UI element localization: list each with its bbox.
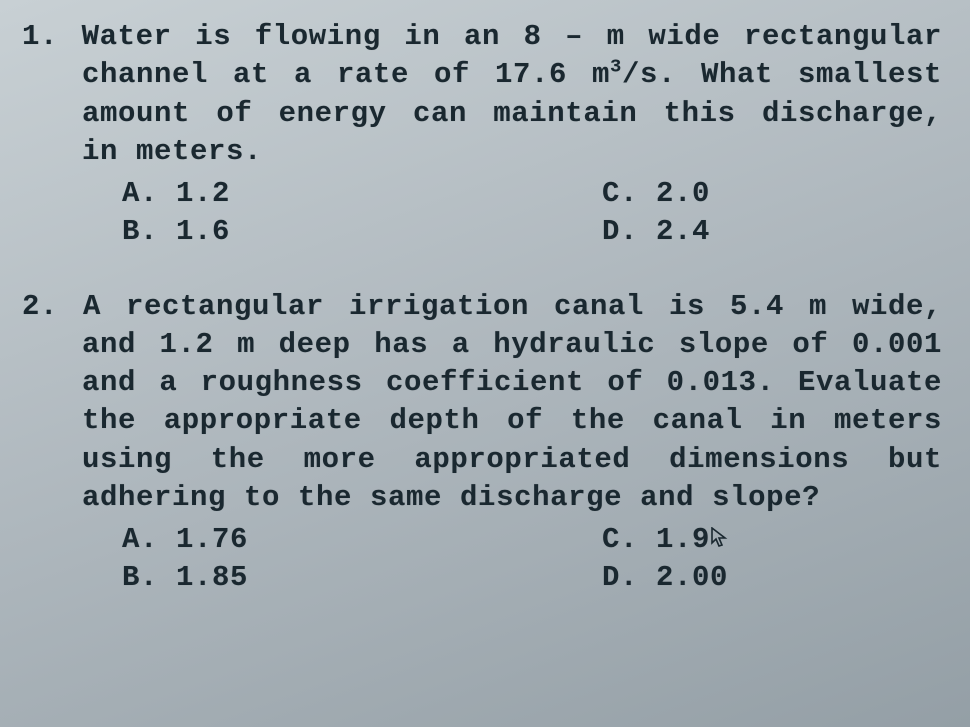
question-1-choices: A. 1.2 C. 2.0 B. 1.6 D. 2.4 xyxy=(22,175,942,252)
question-1-text: 1. Water is flowing in an 8 – m wide rec… xyxy=(22,18,942,171)
choice-a-value: 1.2 xyxy=(176,177,230,210)
choice-b-value: 1.6 xyxy=(176,215,230,248)
question-1: 1. Water is flowing in an 8 – m wide rec… xyxy=(22,18,942,252)
question-number: 2. xyxy=(22,290,58,323)
choice-c: C. 2.0 xyxy=(462,175,942,213)
choice-d: D. 2.00 xyxy=(462,559,942,597)
choice-b-value: 1.85 xyxy=(176,561,248,594)
question-2-text: 2. A rectangular irrigation canal is 5.4… xyxy=(22,288,942,518)
choice-a: A. 1.2 xyxy=(122,175,462,213)
choice-row: B. 1.6 D. 2.4 xyxy=(122,213,942,251)
choice-d-value: 2.00 xyxy=(656,561,728,594)
choice-row: B. 1.85 D. 2.00 xyxy=(122,559,942,597)
choice-b: B. 1.85 xyxy=(122,559,462,597)
question-2-choices: A. 1.76 C. 1.9 B. 1.85 D. 2.00 xyxy=(22,521,942,598)
question-number: 1. xyxy=(22,20,58,53)
choice-c: C. 1.9 xyxy=(462,521,942,559)
choice-b: B. 1.6 xyxy=(122,213,462,251)
choice-c-value: 1.9 xyxy=(656,523,710,556)
question-2-body: A rectangular irrigation canal is 5.4 m … xyxy=(82,290,942,514)
choice-row: A. 1.2 C. 2.0 xyxy=(122,175,942,213)
choice-d-value: 2.4 xyxy=(656,215,710,248)
choice-c-value: 2.0 xyxy=(656,177,710,210)
choice-a-value: 1.76 xyxy=(176,523,248,556)
question-2: 2. A rectangular irrigation canal is 5.4… xyxy=(22,288,942,598)
mouse-cursor-icon xyxy=(710,523,730,561)
choice-row: A. 1.76 C. 1.9 xyxy=(122,521,942,559)
choice-a: A. 1.76 xyxy=(122,521,462,559)
choice-d: D. 2.4 xyxy=(462,213,942,251)
